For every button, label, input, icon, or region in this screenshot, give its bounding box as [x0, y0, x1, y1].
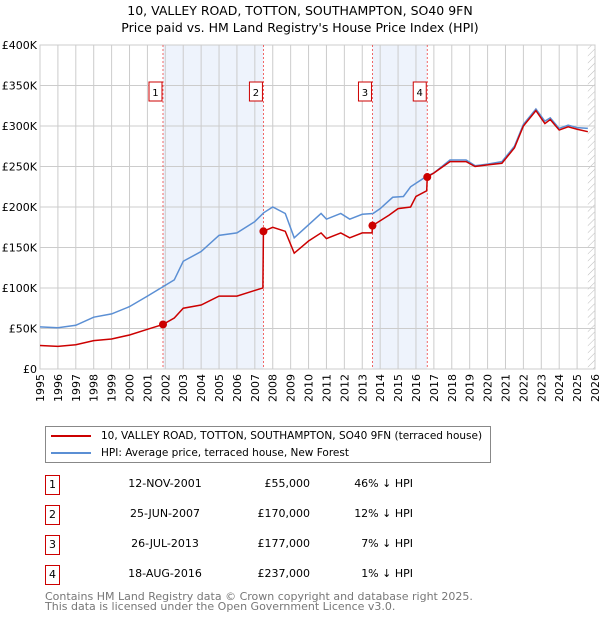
x-tick-label: 2011 — [320, 374, 333, 402]
x-tick-label: 2009 — [285, 374, 298, 402]
x-tick-label: 2024 — [553, 374, 566, 402]
x-tick-label: 2020 — [482, 374, 495, 402]
legend-swatch-hpi — [51, 452, 91, 454]
x-tick-label: 2013 — [356, 374, 369, 402]
x-tick-label: 2019 — [464, 374, 477, 402]
sale-label: 4 — [417, 88, 423, 99]
y-tick-label: £250K — [2, 161, 38, 174]
x-tick-label: 2012 — [338, 374, 351, 402]
sale-label: 1 — [152, 88, 158, 99]
sale-point — [423, 173, 432, 182]
x-tick-label: 2006 — [231, 374, 244, 402]
sale-label-box — [148, 81, 163, 102]
sale-number: 4 — [45, 565, 60, 585]
y-tick-label: £100K — [2, 282, 38, 295]
sale-row: 1 12-NOV-2001 £55,000 46% ↓ HPI — [45, 475, 445, 495]
sale-date: 26-JUL-2013 — [131, 537, 199, 550]
legend-label-price: 10, VALLEY ROAD, TOTTON, SOUTHAMPTON, SO… — [101, 430, 483, 442]
x-tick-label: 2026 — [589, 374, 600, 402]
x-tick-label: 2010 — [303, 374, 316, 402]
sale-point — [259, 227, 268, 236]
x-tick-label: 2015 — [392, 374, 405, 402]
y-tick-label: £0 — [23, 363, 37, 376]
y-tick-label: £300K — [2, 120, 38, 133]
y-tick-label: £50K — [9, 323, 38, 336]
legend-item-price: 10, VALLEY ROAD, TOTTON, SOUTHAMPTON, SO… — [46, 428, 482, 444]
sale-label: 2 — [253, 88, 259, 99]
sale-label-box — [412, 81, 427, 102]
x-tick-label: 2007 — [249, 374, 262, 402]
sale-number: 3 — [45, 535, 60, 555]
x-tick-label: 2021 — [499, 374, 512, 402]
sale-hpi-diff: 12% ↓ HPI — [354, 507, 413, 520]
sale-price: £237,000 — [257, 567, 311, 580]
sale-label: 3 — [362, 88, 368, 99]
x-tick-label: 2003 — [177, 374, 190, 402]
x-tick-label: 1995 — [34, 374, 47, 402]
sale-hpi-diff: 1% ↓ HPI — [361, 567, 413, 580]
sale-point — [158, 320, 167, 329]
sale-row: 2 25-JUN-2007 £170,000 12% ↓ HPI — [45, 505, 445, 525]
legend-swatch-price — [51, 435, 91, 437]
x-tick-label: 1997 — [70, 374, 83, 402]
sale-date: 18-AUG-2016 — [128, 567, 202, 580]
footer: Contains HM Land Registry data © Crown c… — [45, 590, 473, 613]
x-tick-label: 2004 — [195, 374, 208, 402]
sale-date: 12-NOV-2001 — [128, 477, 202, 490]
sale-row: 3 26-JUL-2013 £177,000 7% ↓ HPI — [45, 535, 445, 555]
x-tick-label: 2023 — [535, 374, 548, 402]
y-tick-label: £150K — [2, 242, 38, 255]
x-tick-label: 2017 — [428, 374, 441, 402]
legend-item-hpi: HPI: Average price, terraced house, New … — [46, 445, 349, 461]
chart-title: 10, VALLEY ROAD, TOTTON, SOUTHAMPTON, SO… — [127, 3, 473, 18]
x-tick-label: 1998 — [88, 374, 101, 402]
sale-price: £170,000 — [257, 507, 311, 520]
x-tick-label: 1996 — [52, 374, 65, 402]
plot-area: 1995 1996 1997 1998 1999 2000 2001 2002 2003 2004… — [2, 39, 600, 402]
x-tick-label: 2001 — [141, 374, 154, 402]
plot-border — [39, 44, 596, 370]
x-tick-label: 2025 — [571, 374, 584, 402]
footer-line-1: Contains HM Land Registry data © Crown c… — [45, 590, 473, 603]
y-tick-label: £350K — [2, 80, 38, 93]
footer-line-2: This data is licensed under the Open Gov… — [45, 600, 396, 613]
x-tick-label: 2016 — [410, 374, 423, 402]
x-tick-label: 2005 — [213, 374, 226, 402]
sale-hpi-diff: 7% ↓ HPI — [361, 537, 413, 550]
sale-date: 25-JUN-2007 — [129, 507, 201, 520]
legend-label-hpi: HPI: Average price, terraced house, New … — [101, 447, 349, 459]
price-line — [39, 109, 589, 348]
sale-point — [368, 221, 377, 230]
sale-number: 2 — [45, 505, 60, 525]
sale-number: 1 — [45, 475, 60, 495]
x-tick-label: 2008 — [267, 374, 280, 402]
y-tick-label: £400K — [2, 39, 38, 52]
x-tick-label: 2018 — [446, 374, 459, 402]
sale-hpi-diff: 46% ↓ HPI — [354, 477, 413, 490]
sale-price: £177,000 — [257, 537, 311, 550]
chart-subtitle: Price paid vs. HM Land Registry's House … — [121, 20, 479, 35]
x-tick-label: 2002 — [159, 374, 172, 402]
sale-label-box — [357, 81, 372, 102]
legend: 10, VALLEY ROAD, TOTTON, SOUTHAMPTON, SO… — [45, 426, 491, 463]
x-tick-label: 1999 — [106, 374, 119, 402]
sale-row: 4 18-AUG-2016 £237,000 1% ↓ HPI — [45, 565, 445, 585]
x-tick-label: 2014 — [374, 374, 387, 402]
x-tick-label: 2022 — [517, 374, 530, 402]
y-tick-label: £200K — [2, 201, 38, 214]
x-tick-label: 2000 — [124, 374, 137, 402]
sale-price: £55,000 — [264, 477, 311, 490]
sale-label-box — [248, 81, 263, 102]
